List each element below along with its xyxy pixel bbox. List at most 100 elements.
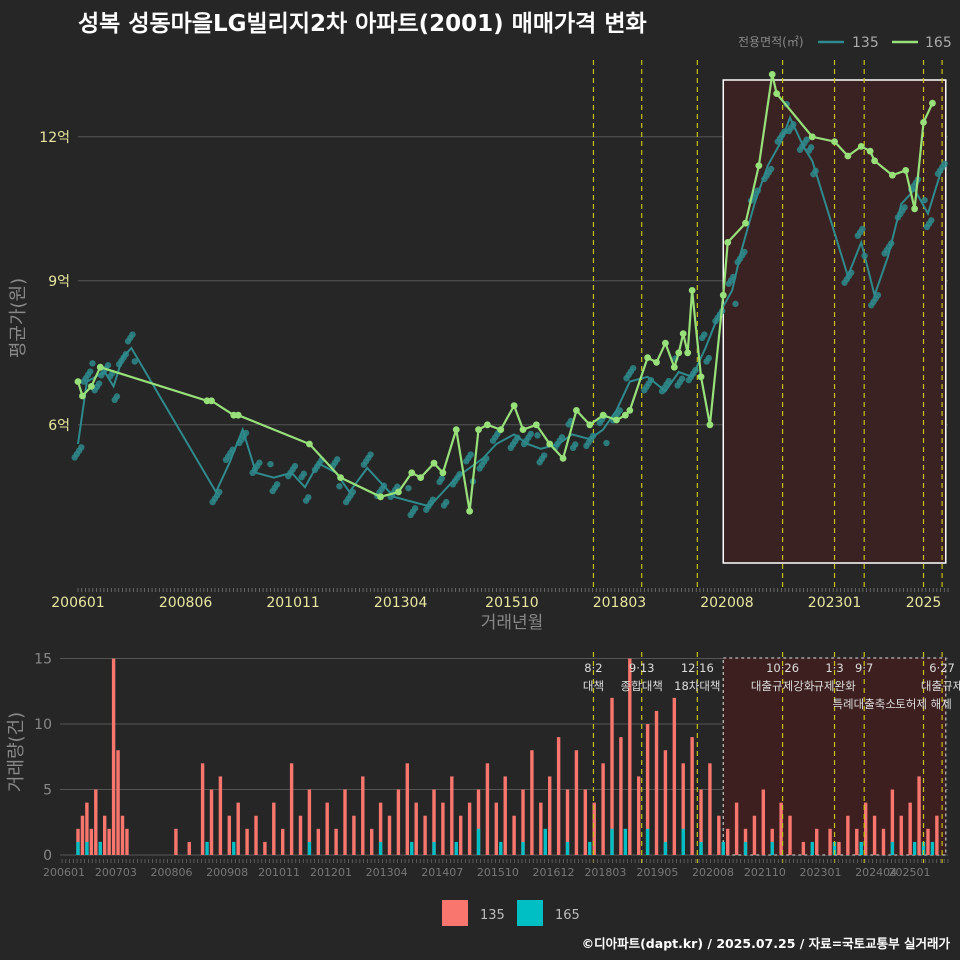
price-point-165 [532, 421, 540, 429]
volume-bar-135 [85, 802, 89, 855]
volume-bar-165 [543, 828, 547, 855]
volume-bar-135 [663, 750, 668, 855]
price-point-165 [844, 152, 852, 160]
price-point-135 [305, 494, 312, 501]
volume-bar-135 [846, 815, 850, 855]
volume-bar-165 [307, 841, 312, 855]
volume-bar-135 [307, 789, 312, 855]
price-point-165 [96, 363, 104, 371]
price-point-135 [705, 354, 713, 362]
price-point-165 [74, 378, 82, 385]
price-point-165 [87, 383, 95, 390]
volume-bar-165 [645, 828, 650, 855]
price-point-135 [267, 460, 274, 468]
volume-bar-165 [663, 841, 668, 855]
price-point-165 [484, 421, 491, 429]
volume-policy-date: 6·27 [929, 661, 955, 675]
price-point-165 [306, 440, 313, 448]
price-point-165 [888, 171, 896, 179]
price-point-165 [697, 373, 705, 381]
price-point-165 [662, 339, 669, 347]
volume-x-tick-label: 200601 [43, 866, 85, 879]
volume-bar-135 [441, 802, 445, 855]
volume-bar-135 [423, 815, 427, 855]
volume-bar-135 [601, 763, 605, 855]
volume-bar-135 [378, 802, 383, 855]
price-point-135 [874, 292, 882, 299]
volume-bar-135 [89, 828, 94, 855]
price-point-135 [104, 362, 112, 369]
volume-bar-135 [467, 802, 472, 855]
price-point-165 [857, 143, 865, 150]
price-point-165 [430, 459, 438, 467]
price-point-165 [497, 426, 505, 433]
price-point-135 [438, 475, 445, 482]
volume-policy-label: 대출규제 [921, 679, 960, 693]
price-point-135 [273, 481, 281, 488]
volume-bar-165 [378, 841, 383, 855]
volume-bar-135 [828, 828, 832, 855]
volume-bar-135 [863, 802, 868, 855]
volume-bar-135 [272, 802, 276, 855]
price-point-135 [767, 165, 775, 173]
price-point-165 [452, 426, 460, 433]
volume-bar-135 [316, 828, 321, 855]
price-point-135 [678, 375, 686, 382]
volume-bar-135 [281, 828, 285, 855]
price-point-165 [719, 291, 727, 299]
price-point-135 [87, 368, 94, 375]
volume-x-tick-label: 201201 [310, 866, 352, 879]
price-point-165 [475, 426, 482, 433]
volume-x-tick-label: 201803 [584, 866, 626, 879]
price-point-135 [291, 462, 299, 470]
volume-x-tick-label: 202301 [800, 866, 842, 879]
volume-bar-135 [254, 815, 258, 855]
volume-bar-135 [450, 776, 454, 855]
price-point-165 [519, 426, 527, 433]
volume-bar-165 [454, 841, 458, 855]
price-point-165 [510, 402, 518, 409]
volume-bar-135 [592, 802, 596, 855]
volume-bar-165 [681, 828, 685, 855]
volume-bar-135 [80, 815, 85, 855]
price-point-165 [684, 349, 692, 357]
volume-bar-165 [205, 841, 209, 855]
volume-bar-135 [209, 789, 214, 855]
price-x-tick-label: 200601 [51, 595, 104, 611]
volume-bar-135 [645, 724, 650, 855]
volume-bar-165 [699, 841, 703, 855]
price-point-165 [755, 162, 763, 170]
price-point-135 [467, 451, 474, 458]
price-point-135 [558, 434, 566, 441]
price-point-135 [129, 331, 136, 338]
volume-bar-135 [370, 828, 374, 855]
price-point-165 [546, 440, 554, 448]
price-point-165 [902, 167, 910, 174]
volume-bar-135 [726, 828, 730, 855]
price-point-165 [688, 287, 696, 294]
volume-bar-135 [539, 802, 543, 855]
volume-bar-135 [699, 789, 703, 855]
volume-bar-135 [103, 815, 107, 855]
price-point-165 [408, 469, 416, 477]
volume-bar-165 [743, 841, 748, 855]
volume-bar-165 [432, 841, 436, 855]
volume-policy-date: 8·2 [584, 661, 602, 675]
volume-bar-135 [672, 697, 677, 855]
price-x-tick-label: 2025 [906, 595, 942, 611]
price-point-165 [808, 133, 816, 141]
price-point-165 [208, 397, 215, 405]
price-x-tick-label: 201510 [485, 595, 538, 611]
volume-y-tick-label: 15 [34, 652, 52, 668]
volume-x-tick-label: 201510 [477, 866, 519, 879]
volume-bar-135 [565, 789, 570, 855]
volume-bar-165 [859, 841, 863, 855]
price-y-tick-label: 6억 [48, 418, 70, 434]
price-y-tick-label: 9억 [48, 274, 70, 290]
price-point-165 [466, 507, 474, 515]
volume-policy-label: 토허제 해제 [895, 697, 952, 711]
price-point-165 [626, 407, 634, 414]
volume-policy-date: 9·13 [629, 661, 655, 675]
volume-bar-135 [801, 841, 806, 855]
